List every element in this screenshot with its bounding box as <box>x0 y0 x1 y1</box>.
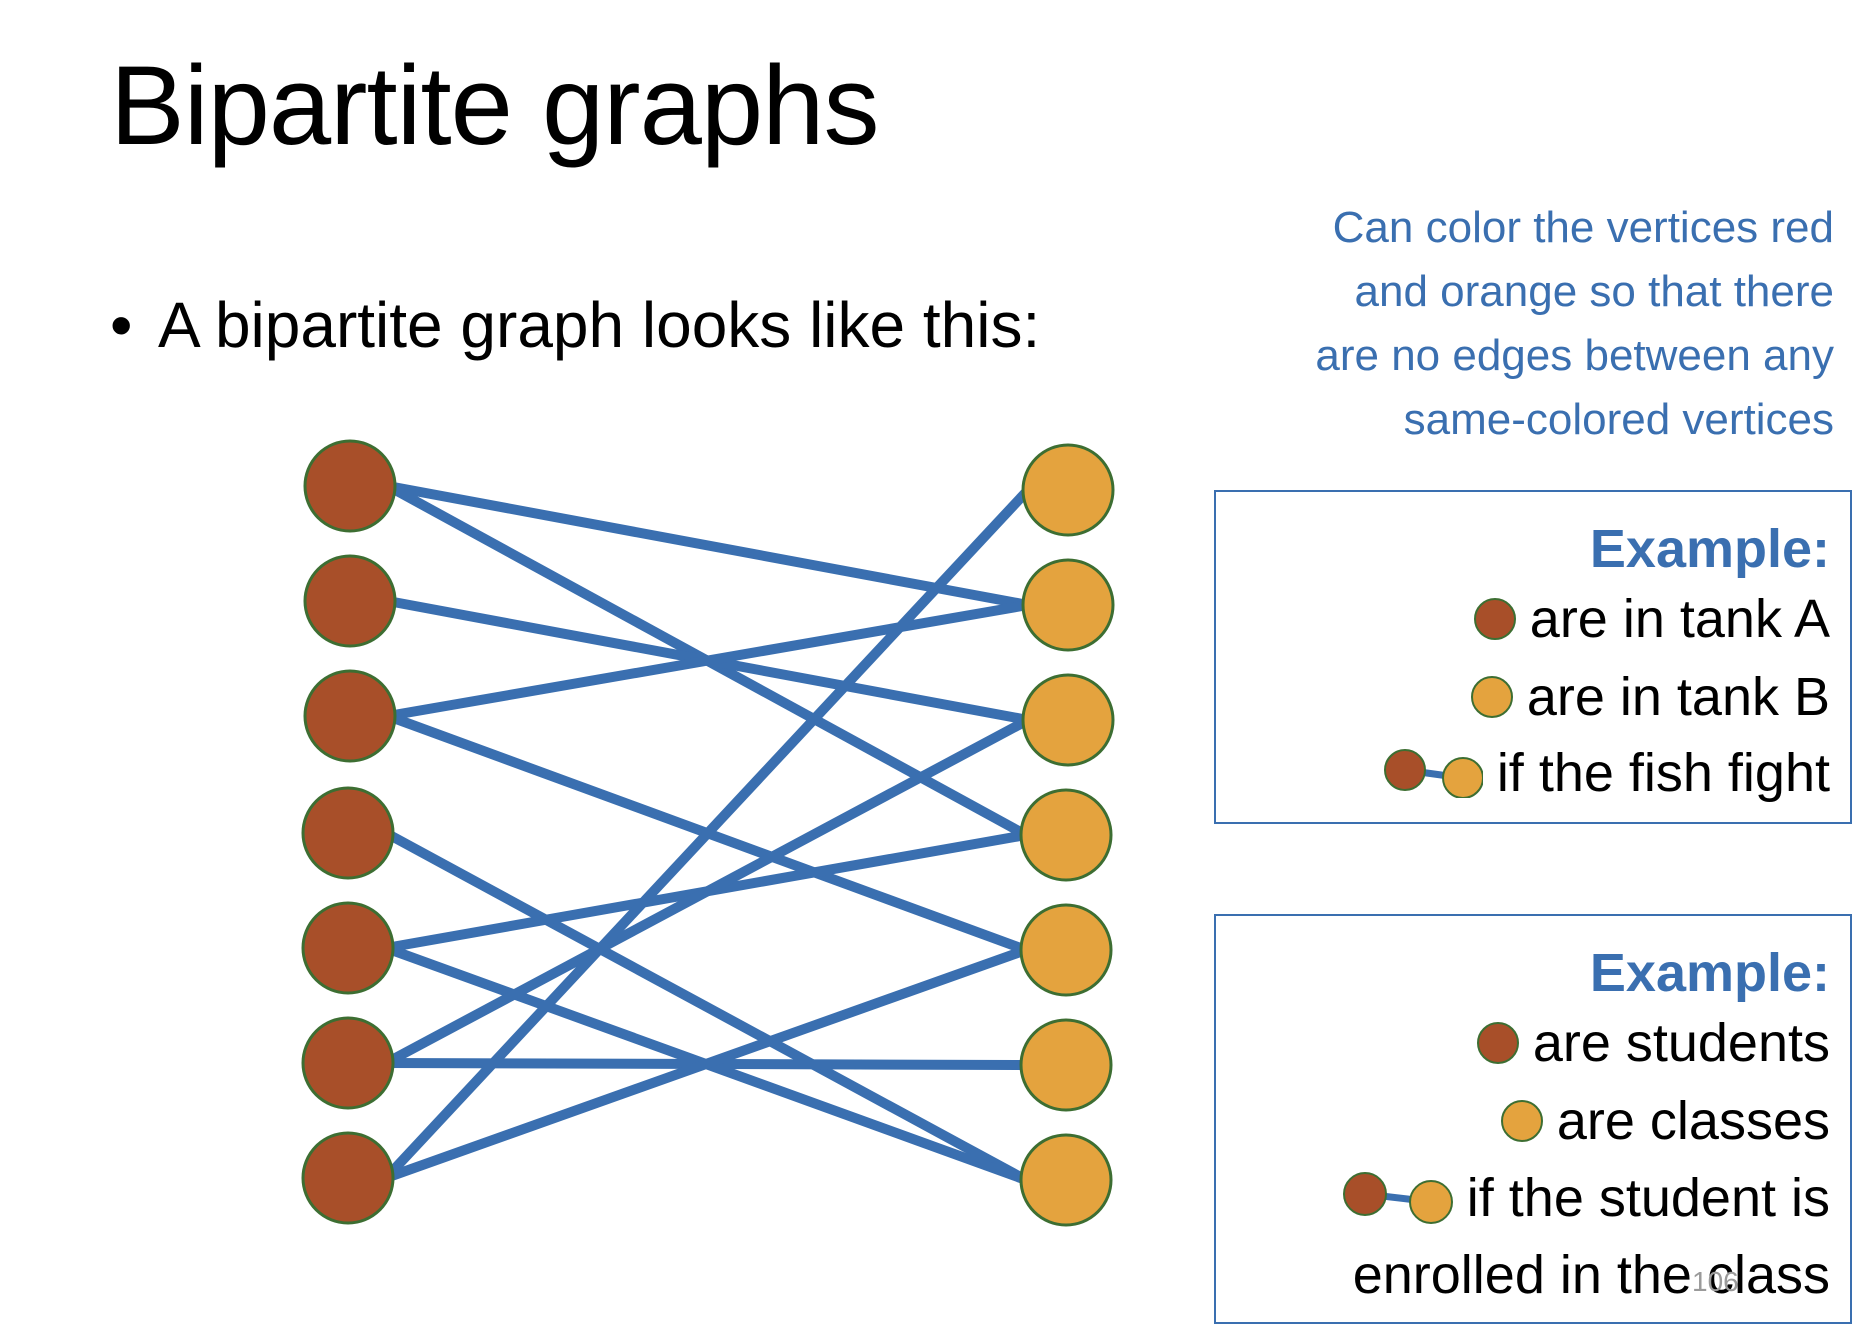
example-heading: Example: <box>1589 943 1830 1003</box>
orange-vertex <box>1019 903 1113 997</box>
bullet-point: • A bipartite graph looks like this: <box>110 289 1041 361</box>
red-vertex <box>301 901 395 995</box>
side-note-line: and orange so that there <box>1354 267 1834 316</box>
orange-vertex <box>1019 1018 1113 1112</box>
orange-vertex <box>1021 673 1115 767</box>
orange-vertex-icon <box>1500 1100 1543 1142</box>
example-box-students: Example: are students are classes if the… <box>1214 914 1852 1324</box>
example-box-fish: Example: are in tank A are in tank B if … <box>1214 490 1852 824</box>
red-vertex-icon <box>1476 1022 1519 1064</box>
red-vertex <box>301 1016 395 1110</box>
orange-vertex <box>1019 1133 1113 1227</box>
red-vertex <box>301 1131 395 1225</box>
legend-red-label: are students <box>1532 1013 1830 1073</box>
red-vertex <box>301 786 395 880</box>
legend-edge-label: if the fish fight <box>1496 743 1830 803</box>
legend-edge-label: if the student is <box>1466 1168 1830 1228</box>
graph-edge <box>387 600 1029 721</box>
graph-edge <box>384 945 1028 1183</box>
legend-orange-row: are classes <box>1500 1091 1830 1151</box>
edges <box>382 481 1032 1185</box>
legend-orange-row: are in tank B <box>1470 667 1830 727</box>
red-vertex <box>303 439 397 533</box>
legend-edge-row: if the fish fight <box>1383 746 1830 800</box>
red-vertex <box>303 554 397 648</box>
legend-edge-label-2: enrolled in the class <box>1352 1245 1830 1305</box>
bullet-text: A bipartite graph looks like this: <box>158 289 1041 361</box>
graph-edge <box>383 715 1031 1068</box>
orange-vertex <box>1021 443 1115 537</box>
side-note-line: Can color the vertices red <box>1332 203 1834 252</box>
legend-red-label: are in tank A <box>1529 589 1830 649</box>
legend-edge-row-continued: enrolled in the class <box>1353 1248 1830 1302</box>
legend-red-row: are students <box>1476 1013 1830 1073</box>
red-vertex <box>303 669 397 763</box>
graph-edge <box>382 486 1032 1182</box>
orange-vertex <box>1019 788 1113 882</box>
legend-orange-label: are classes <box>1556 1091 1830 1151</box>
bullet-mark: • <box>110 289 133 361</box>
side-note: Can color the vertices red and orange so… <box>1194 196 1834 452</box>
bipartite-graph <box>301 439 1115 1227</box>
graph-edge <box>383 828 1029 1185</box>
red-vertex-icon <box>1473 598 1516 640</box>
legend-edge-row: if the student is <box>1342 1168 1830 1228</box>
graph-edge <box>387 481 1029 610</box>
orange-vertex <box>1021 558 1115 652</box>
edge-icon <box>1383 749 1483 798</box>
side-note-line: are no edges between any <box>1315 331 1834 380</box>
orange-vertex-icon <box>1470 676 1513 718</box>
edge-icon <box>1342 1172 1453 1224</box>
example-heading: Example: <box>1589 519 1830 579</box>
slide-title: Bipartite graphs <box>110 43 879 168</box>
legend-red-row: are in tank A <box>1473 589 1830 649</box>
side-note-line: same-colored vertices <box>1403 395 1834 444</box>
legend-orange-label: are in tank B <box>1526 667 1830 727</box>
page-number: 106 <box>1692 1266 1739 1297</box>
